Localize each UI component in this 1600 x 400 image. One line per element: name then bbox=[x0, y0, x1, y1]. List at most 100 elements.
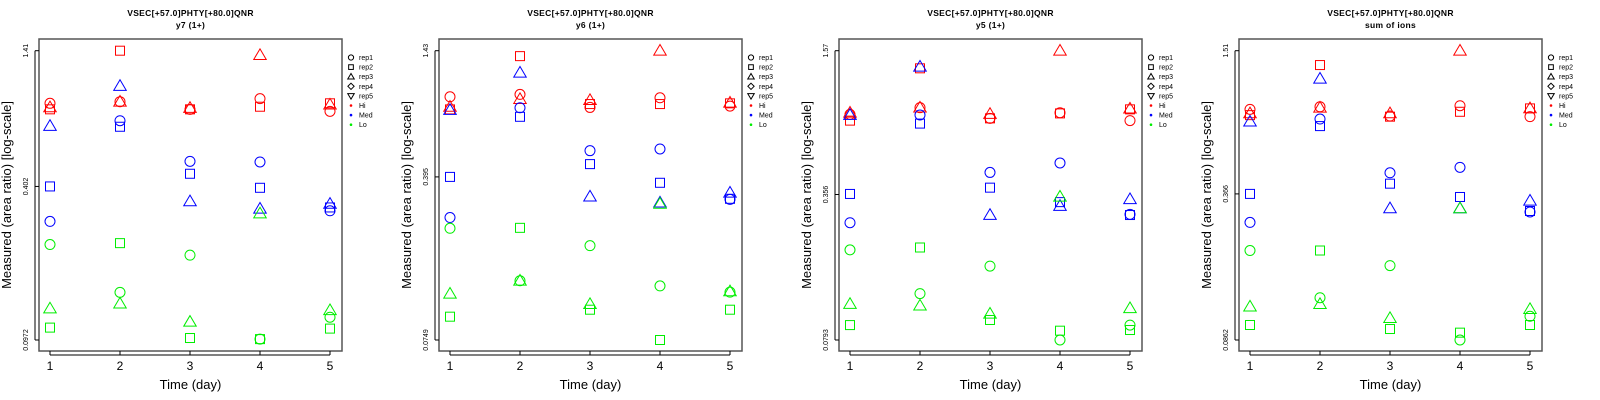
legend: rep1 rep2 rep3 rep4 rep5 Hi Med Lo bbox=[346, 54, 373, 129]
point-lo-rep2-day4 bbox=[655, 335, 665, 345]
point-lo-rep2-day1 bbox=[45, 322, 55, 333]
legend-circle-icon bbox=[347, 54, 355, 61]
point-lo-rep2-day3 bbox=[585, 304, 595, 315]
point-hi-rep3-day3 bbox=[182, 100, 198, 113]
point-lo-rep3-day1 bbox=[1242, 299, 1258, 312]
point-lo-rep3-day5 bbox=[722, 284, 738, 297]
legend-label: rep1 bbox=[1559, 55, 1573, 62]
legend-triangle-up-icon bbox=[1546, 72, 1556, 80]
point-med-rep2-day5 bbox=[1125, 210, 1135, 221]
point-hi-rep3-day3 bbox=[982, 106, 998, 119]
point-hi-rep3-day5 bbox=[1122, 101, 1138, 114]
legend-triangle-up-icon bbox=[746, 72, 756, 80]
legend-diamond-icon bbox=[1147, 82, 1155, 91]
point-lo-rep1-day5 bbox=[324, 311, 336, 323]
point-lo-rep3-day4 bbox=[252, 206, 268, 219]
point-lo-rep3-day4 bbox=[652, 196, 668, 209]
point-lo-rep3-day4 bbox=[1052, 189, 1068, 202]
legend-square-icon bbox=[348, 64, 354, 70]
legend-label: Med bbox=[1559, 113, 1573, 120]
point-lo-rep3-day3 bbox=[182, 314, 198, 327]
legend-diamond-icon bbox=[347, 82, 355, 91]
point-lo-rep1-day4 bbox=[1054, 334, 1066, 346]
point-lo-rep1-day2 bbox=[114, 286, 126, 298]
point-med-rep2-day3 bbox=[585, 159, 595, 170]
point-hi-rep1-day4 bbox=[654, 92, 666, 104]
legend-label: rep2 bbox=[359, 65, 373, 72]
point-hi-rep3-day1 bbox=[1242, 106, 1258, 119]
legend-label: Hi bbox=[1159, 103, 1166, 110]
legend-dot-icon bbox=[349, 113, 353, 117]
point-lo-rep2-day4 bbox=[1055, 325, 1065, 336]
legend-dot-icon bbox=[1549, 123, 1553, 126]
point-lo-rep2-day1 bbox=[1245, 319, 1255, 330]
point-med-rep2-day4 bbox=[1055, 197, 1065, 208]
x-tick-label: 2 bbox=[117, 359, 124, 373]
legend-label: rep3 bbox=[1159, 74, 1173, 81]
point-hi-rep1-day2 bbox=[914, 102, 926, 114]
point-med-rep1-day3 bbox=[1384, 167, 1396, 179]
legend-triangle-down-icon bbox=[1546, 93, 1556, 101]
point-med-rep3-day5 bbox=[1522, 193, 1538, 206]
point-lo-rep2-day4 bbox=[1455, 327, 1465, 338]
point-med-rep3-day3 bbox=[582, 189, 598, 202]
point-lo-rep1-day4 bbox=[254, 333, 266, 345]
point-lo-rep3-day3 bbox=[582, 296, 598, 309]
point-med-rep2-day2 bbox=[115, 121, 125, 132]
legend-dot-icon bbox=[1149, 123, 1153, 126]
point-lo-rep3-day4 bbox=[1452, 201, 1468, 214]
chart-title: VSEC[+57.0]PHTY[+80.0]QNR bbox=[927, 8, 1054, 18]
point-lo-rep2-day3 bbox=[985, 314, 995, 325]
point-lo-rep3-day2 bbox=[112, 296, 128, 309]
legend: rep1 rep2 rep3 rep4 rep5 Hi Med Lo bbox=[1146, 54, 1173, 129]
point-med-rep1-day5 bbox=[324, 205, 336, 217]
point-med-rep2-day3 bbox=[185, 168, 195, 179]
point-hi-rep1-day5 bbox=[1124, 115, 1136, 127]
legend-label: rep2 bbox=[1559, 65, 1573, 72]
point-hi-rep3-day4 bbox=[652, 43, 668, 56]
point-lo-rep1-day2 bbox=[914, 288, 926, 300]
x-axis-label: Time (day) bbox=[960, 377, 1022, 392]
legend-label: Lo bbox=[1559, 122, 1567, 129]
point-med-rep3-day4 bbox=[1052, 198, 1068, 211]
point-lo-rep3-day5 bbox=[1522, 301, 1538, 315]
y-axis-label: Measured (area ratio) [log-scale] bbox=[799, 101, 814, 289]
point-hi-rep1-day4 bbox=[1454, 100, 1466, 112]
legend-label: Hi bbox=[1559, 103, 1566, 110]
point-hi-rep2-day2 bbox=[515, 51, 525, 62]
point-med-rep3-day4 bbox=[252, 201, 268, 214]
point-hi-rep1-day1 bbox=[1244, 103, 1256, 115]
x-tick-label: 5 bbox=[727, 359, 734, 373]
plot-frame bbox=[838, 38, 1143, 352]
x-axis-label: Time (day) bbox=[1360, 377, 1422, 392]
legend-dot-icon bbox=[749, 104, 753, 107]
point-med-rep1-day3 bbox=[984, 166, 996, 178]
point-hi-rep3-day5 bbox=[722, 95, 738, 108]
legend-label: rep3 bbox=[1559, 74, 1573, 81]
point-hi-rep3-day3 bbox=[582, 92, 598, 105]
point-lo-rep1-day2 bbox=[1314, 292, 1326, 304]
x-tick-label: 5 bbox=[1527, 359, 1534, 373]
legend-label: Hi bbox=[759, 103, 766, 110]
legend-square-icon bbox=[1148, 64, 1154, 70]
point-hi-rep2-day4 bbox=[1055, 108, 1065, 119]
point-med-rep3-day3 bbox=[982, 207, 998, 220]
plot-frame bbox=[438, 38, 743, 352]
legend-label: Med bbox=[759, 113, 773, 120]
panel-4: VSEC[+57.0]PHTY[+80.0]QNR sum of ions 0.08… bbox=[1199, 8, 1573, 392]
point-med-rep1-day2 bbox=[114, 115, 126, 127]
point-med-rep3-day2 bbox=[512, 65, 528, 78]
x-tick-label: 2 bbox=[917, 359, 924, 373]
legend-label: rep2 bbox=[1159, 65, 1173, 72]
point-med-rep2-day3 bbox=[1385, 178, 1395, 189]
point-lo-rep2-day2 bbox=[915, 242, 925, 253]
point-hi-rep1-day1 bbox=[44, 97, 56, 109]
point-hi-rep2-day4 bbox=[255, 101, 265, 112]
panel-3: VSEC[+57.0]PHTY[+80.0]QNR y5 (1+) 0.0793 0.… bbox=[799, 8, 1173, 392]
legend-label: Med bbox=[359, 113, 373, 120]
point-med-rep1-day4 bbox=[1054, 157, 1066, 169]
panel-2: VSEC[+57.0]PHTY[+80.0]QNR y6 (1+) 0.0749 0.… bbox=[399, 8, 773, 392]
point-med-rep2-day1 bbox=[45, 181, 55, 192]
x-tick-label: 4 bbox=[657, 359, 664, 373]
point-hi-rep1-day5 bbox=[324, 105, 336, 117]
